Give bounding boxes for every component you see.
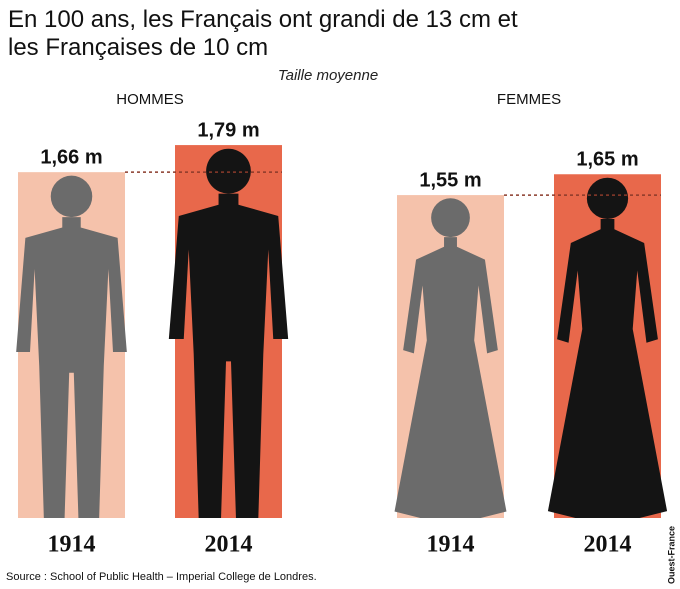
chart-title: En 100 ans, les Français ont grandi de 1… xyxy=(8,6,518,61)
value-label: 1,79 m xyxy=(197,119,259,141)
year-label: 2014 xyxy=(584,532,632,558)
year-label: 2014 xyxy=(205,532,253,558)
silhouette xyxy=(394,198,507,518)
source: Source : School of Public Health – Imper… xyxy=(6,571,317,583)
value-label: 1,65 m xyxy=(576,149,638,171)
subtitle: Taille moyenne xyxy=(278,67,378,84)
silhouette-head xyxy=(206,148,251,194)
credit: Ouest-France xyxy=(666,526,676,584)
value-label: 1,66 m xyxy=(40,146,102,168)
silhouette-head xyxy=(50,175,93,218)
value-label: 1,55 m xyxy=(419,169,481,191)
silhouette xyxy=(547,177,668,518)
silhouette xyxy=(168,148,289,518)
year-label: 1914 xyxy=(427,532,475,558)
year-label: 1914 xyxy=(48,532,96,558)
silhouette-body xyxy=(168,193,289,518)
silhouette-body xyxy=(547,218,668,518)
group-label: FEMMES xyxy=(497,91,561,108)
silhouette xyxy=(16,175,127,518)
group-label: HOMMES xyxy=(116,91,184,108)
silhouette-body xyxy=(394,237,507,518)
silhouette-head xyxy=(431,198,470,238)
silhouette-body xyxy=(16,217,127,518)
silhouette-head xyxy=(586,177,629,219)
